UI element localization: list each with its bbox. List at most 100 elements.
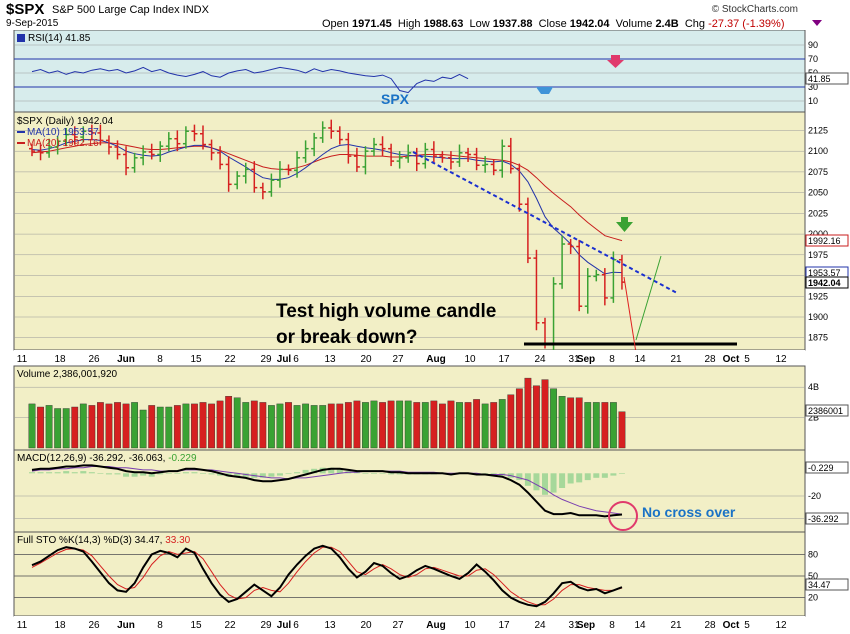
price-ticks: 2125210020752050202520001975195019251900… (808, 125, 828, 342)
macd-hist-badge-text: -0.229 (808, 463, 834, 473)
volume-bar (242, 402, 250, 449)
macd-hist-bar (148, 473, 155, 477)
date-label: 8 (609, 354, 615, 365)
projection-up-line (635, 255, 662, 341)
macd-hist-bar (353, 472, 360, 474)
volume-bar (302, 403, 309, 449)
date-label: 29 (260, 354, 272, 365)
date-label: 18 (54, 620, 66, 631)
volume-bar (156, 406, 164, 449)
volume-bar (131, 402, 138, 449)
volume-bar (558, 396, 566, 449)
date-label: 12 (775, 620, 787, 631)
volume-bar (490, 402, 498, 449)
rsi-line (31, 66, 469, 94)
date-label: Aug (426, 620, 445, 631)
macd-hist-bar (490, 473, 497, 475)
date-label: 13 (324, 620, 336, 631)
price-legend: $SPX (Daily) 1942.04 MA(10) 1953.57 MA(2… (17, 116, 114, 149)
volume-bar (148, 405, 156, 449)
date-label: Jun (117, 620, 135, 631)
volume-badge (805, 404, 849, 417)
macd-hist-bar (593, 473, 600, 478)
volume-bar (507, 394, 515, 449)
macd-signal-line (31, 466, 623, 515)
volume-bar (45, 405, 53, 449)
y-tick-label: 2025 (808, 208, 828, 218)
y-tick-label: 2050 (808, 188, 828, 198)
pink-down-arrow-icon (607, 55, 624, 68)
rsi-legend-text: RSI(14) 41.85 (28, 33, 91, 44)
date-label: 11 (17, 620, 28, 631)
y-tick-label: 1875 (808, 333, 828, 343)
high-value: 1988.63 (423, 18, 464, 30)
date-label: 31 (568, 620, 580, 631)
macd-hist-bar (54, 472, 61, 474)
chevron-down-icon[interactable] (812, 20, 822, 26)
macd-hist-bar (336, 468, 343, 474)
y-tick-label: 4B (808, 382, 819, 392)
date-axis-bottom (14, 616, 805, 632)
volume-bar (396, 400, 404, 449)
macd-hist-badge (805, 461, 849, 474)
volume-bar (54, 408, 62, 449)
date-label: 8 (157, 620, 163, 631)
rsi-panel (13, 30, 806, 113)
volume-bar (327, 403, 335, 449)
macd-hist-bar (601, 473, 608, 478)
date-label: Oct (723, 354, 740, 365)
volume-ticks: 4B 2B (808, 382, 819, 422)
macd-hist-bar (259, 473, 266, 478)
volume-bar (225, 396, 233, 449)
macd-hist-bar (294, 472, 301, 474)
macd-hist-bar (550, 473, 557, 493)
volume-bar (567, 397, 575, 449)
volume-bar (233, 397, 241, 449)
date-label: 22 (224, 620, 236, 631)
y-tick-label: 2125 (808, 125, 828, 135)
volume-bar (319, 405, 327, 449)
date-label: 15 (190, 620, 202, 631)
green-down-arrow-icon (616, 217, 633, 232)
date-label: 5 (744, 620, 750, 631)
macd-badge-text: -36.292 (808, 514, 839, 524)
volume-bar (575, 397, 583, 449)
close-label: Close (538, 18, 567, 30)
open-value: 1971.45 (351, 18, 392, 30)
macd-hist-bar (217, 473, 224, 476)
y-tick-label: 1975 (808, 250, 828, 260)
macd-hist-bar (302, 469, 309, 474)
date-label: 14 (634, 354, 646, 365)
y-tick-label: 2100 (808, 146, 828, 156)
ma20-badge (805, 234, 849, 247)
date-label: Aug (426, 354, 445, 365)
macd-hist-bar (516, 473, 523, 481)
volume-bar (250, 400, 258, 449)
volume-badge-text: 2386001 (808, 406, 843, 416)
sto-legend: Full STO %K(14,3) %D(3) 34.47, 33.30 (17, 535, 191, 546)
date-label: 24 (534, 354, 546, 365)
date-label: 17 (498, 354, 510, 365)
date-label: 6 (293, 620, 299, 631)
sto-legend-main: Full STO %K(14,3) %D(3) 34.47, 33.30 (17, 535, 191, 546)
volume-bar (370, 400, 378, 449)
rsi-spx-label: SPX (381, 91, 410, 107)
macd-hist-bar (97, 473, 104, 474)
macd-hist-bar (88, 472, 95, 474)
macd-legend-main: MACD(12,26,9) -36.292, -36.063, -0.229 (17, 453, 197, 464)
date-axis-top (14, 350, 805, 366)
annotation-line2: or break down? (276, 327, 417, 348)
volume-bar (584, 402, 592, 449)
volume-label: Volume (615, 18, 653, 30)
volume-bar (208, 403, 215, 449)
volume-bar (524, 377, 532, 449)
macd-hist-bar (276, 473, 283, 476)
date-label: 10 (464, 354, 476, 365)
y-tick-label: 20 (808, 593, 818, 603)
volume-bar (447, 400, 455, 449)
volume-value: 2.4B (655, 18, 679, 30)
volume-bar (387, 400, 395, 449)
macd-hist-bar (63, 471, 70, 474)
volume-bar (379, 402, 386, 449)
ma20-line (31, 142, 623, 242)
